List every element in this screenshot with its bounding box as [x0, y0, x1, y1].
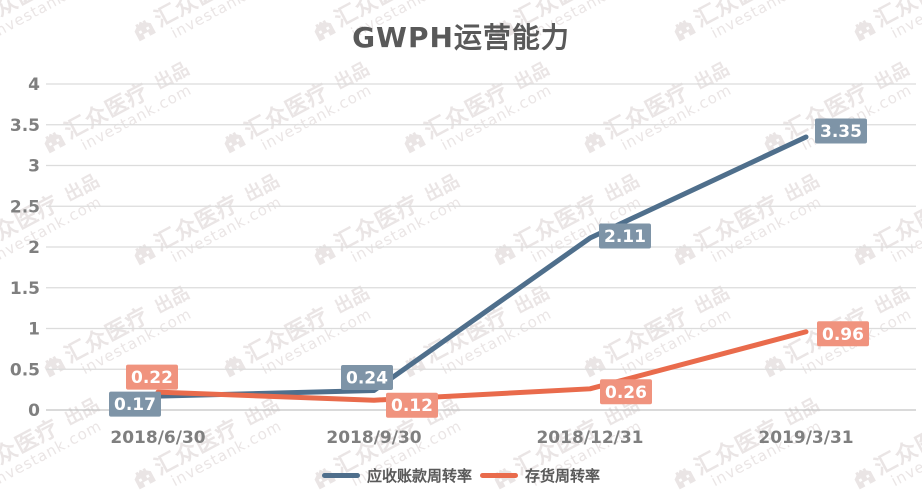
- data-label-box: [817, 321, 869, 347]
- x-tick-label: 2018/6/30: [110, 428, 205, 448]
- data-label-value: 3.35: [820, 122, 862, 142]
- data-label-value: 0.96: [822, 325, 864, 345]
- data-label-box: [600, 379, 652, 405]
- legend-item-inventory-turnover: 存货周转率: [480, 465, 600, 486]
- x-tick-label: 2018/9/30: [326, 428, 421, 448]
- data-label-value: 0.22: [131, 368, 173, 388]
- data-label-value: 0.24: [346, 368, 388, 388]
- data-label-box: [126, 364, 178, 390]
- legend-marker-receivables-icon: [321, 473, 360, 478]
- y-tick-label: 1.5: [10, 279, 40, 299]
- x-tick-label: 2019/3/31: [758, 428, 853, 448]
- y-tick-label: 2: [28, 238, 40, 258]
- y-tick-label: 3.5: [10, 116, 40, 136]
- data-label-value: 0.17: [114, 395, 156, 415]
- data-label-box: [599, 223, 651, 249]
- legend-marker-inventory-icon: [480, 473, 518, 478]
- series-line-0: [155, 134, 809, 399]
- legend-item-receivables-turnover: 应收账款周转率: [321, 465, 472, 486]
- y-tick-label: 3: [28, 157, 40, 177]
- data-label-box: [815, 118, 867, 144]
- legend: 应收账款周转率 存货周转率: [0, 465, 922, 486]
- y-tick-label: 2.5: [10, 197, 40, 217]
- y-tick-label: 0: [28, 401, 40, 421]
- chart-title: GWPH运营能力: [352, 21, 570, 54]
- legend-label-receivables: 应收账款周转率: [366, 467, 472, 485]
- y-tick-label: 0.5: [10, 360, 40, 380]
- data-label-value: 0.26: [605, 383, 647, 403]
- data-label-box: [341, 364, 393, 390]
- x-tick-label: 2018/12/31: [536, 428, 643, 448]
- y-tick-label: 4: [28, 75, 40, 95]
- y-tick-label: 1: [28, 320, 40, 340]
- series-line-1: [155, 329, 809, 403]
- data-label-box: [109, 391, 161, 417]
- data-label-value: 0.12: [391, 396, 433, 416]
- legend-label-inventory: 存货周转率: [525, 467, 601, 485]
- data-label-value: 2.11: [604, 227, 646, 247]
- data-label-box: [386, 392, 438, 418]
